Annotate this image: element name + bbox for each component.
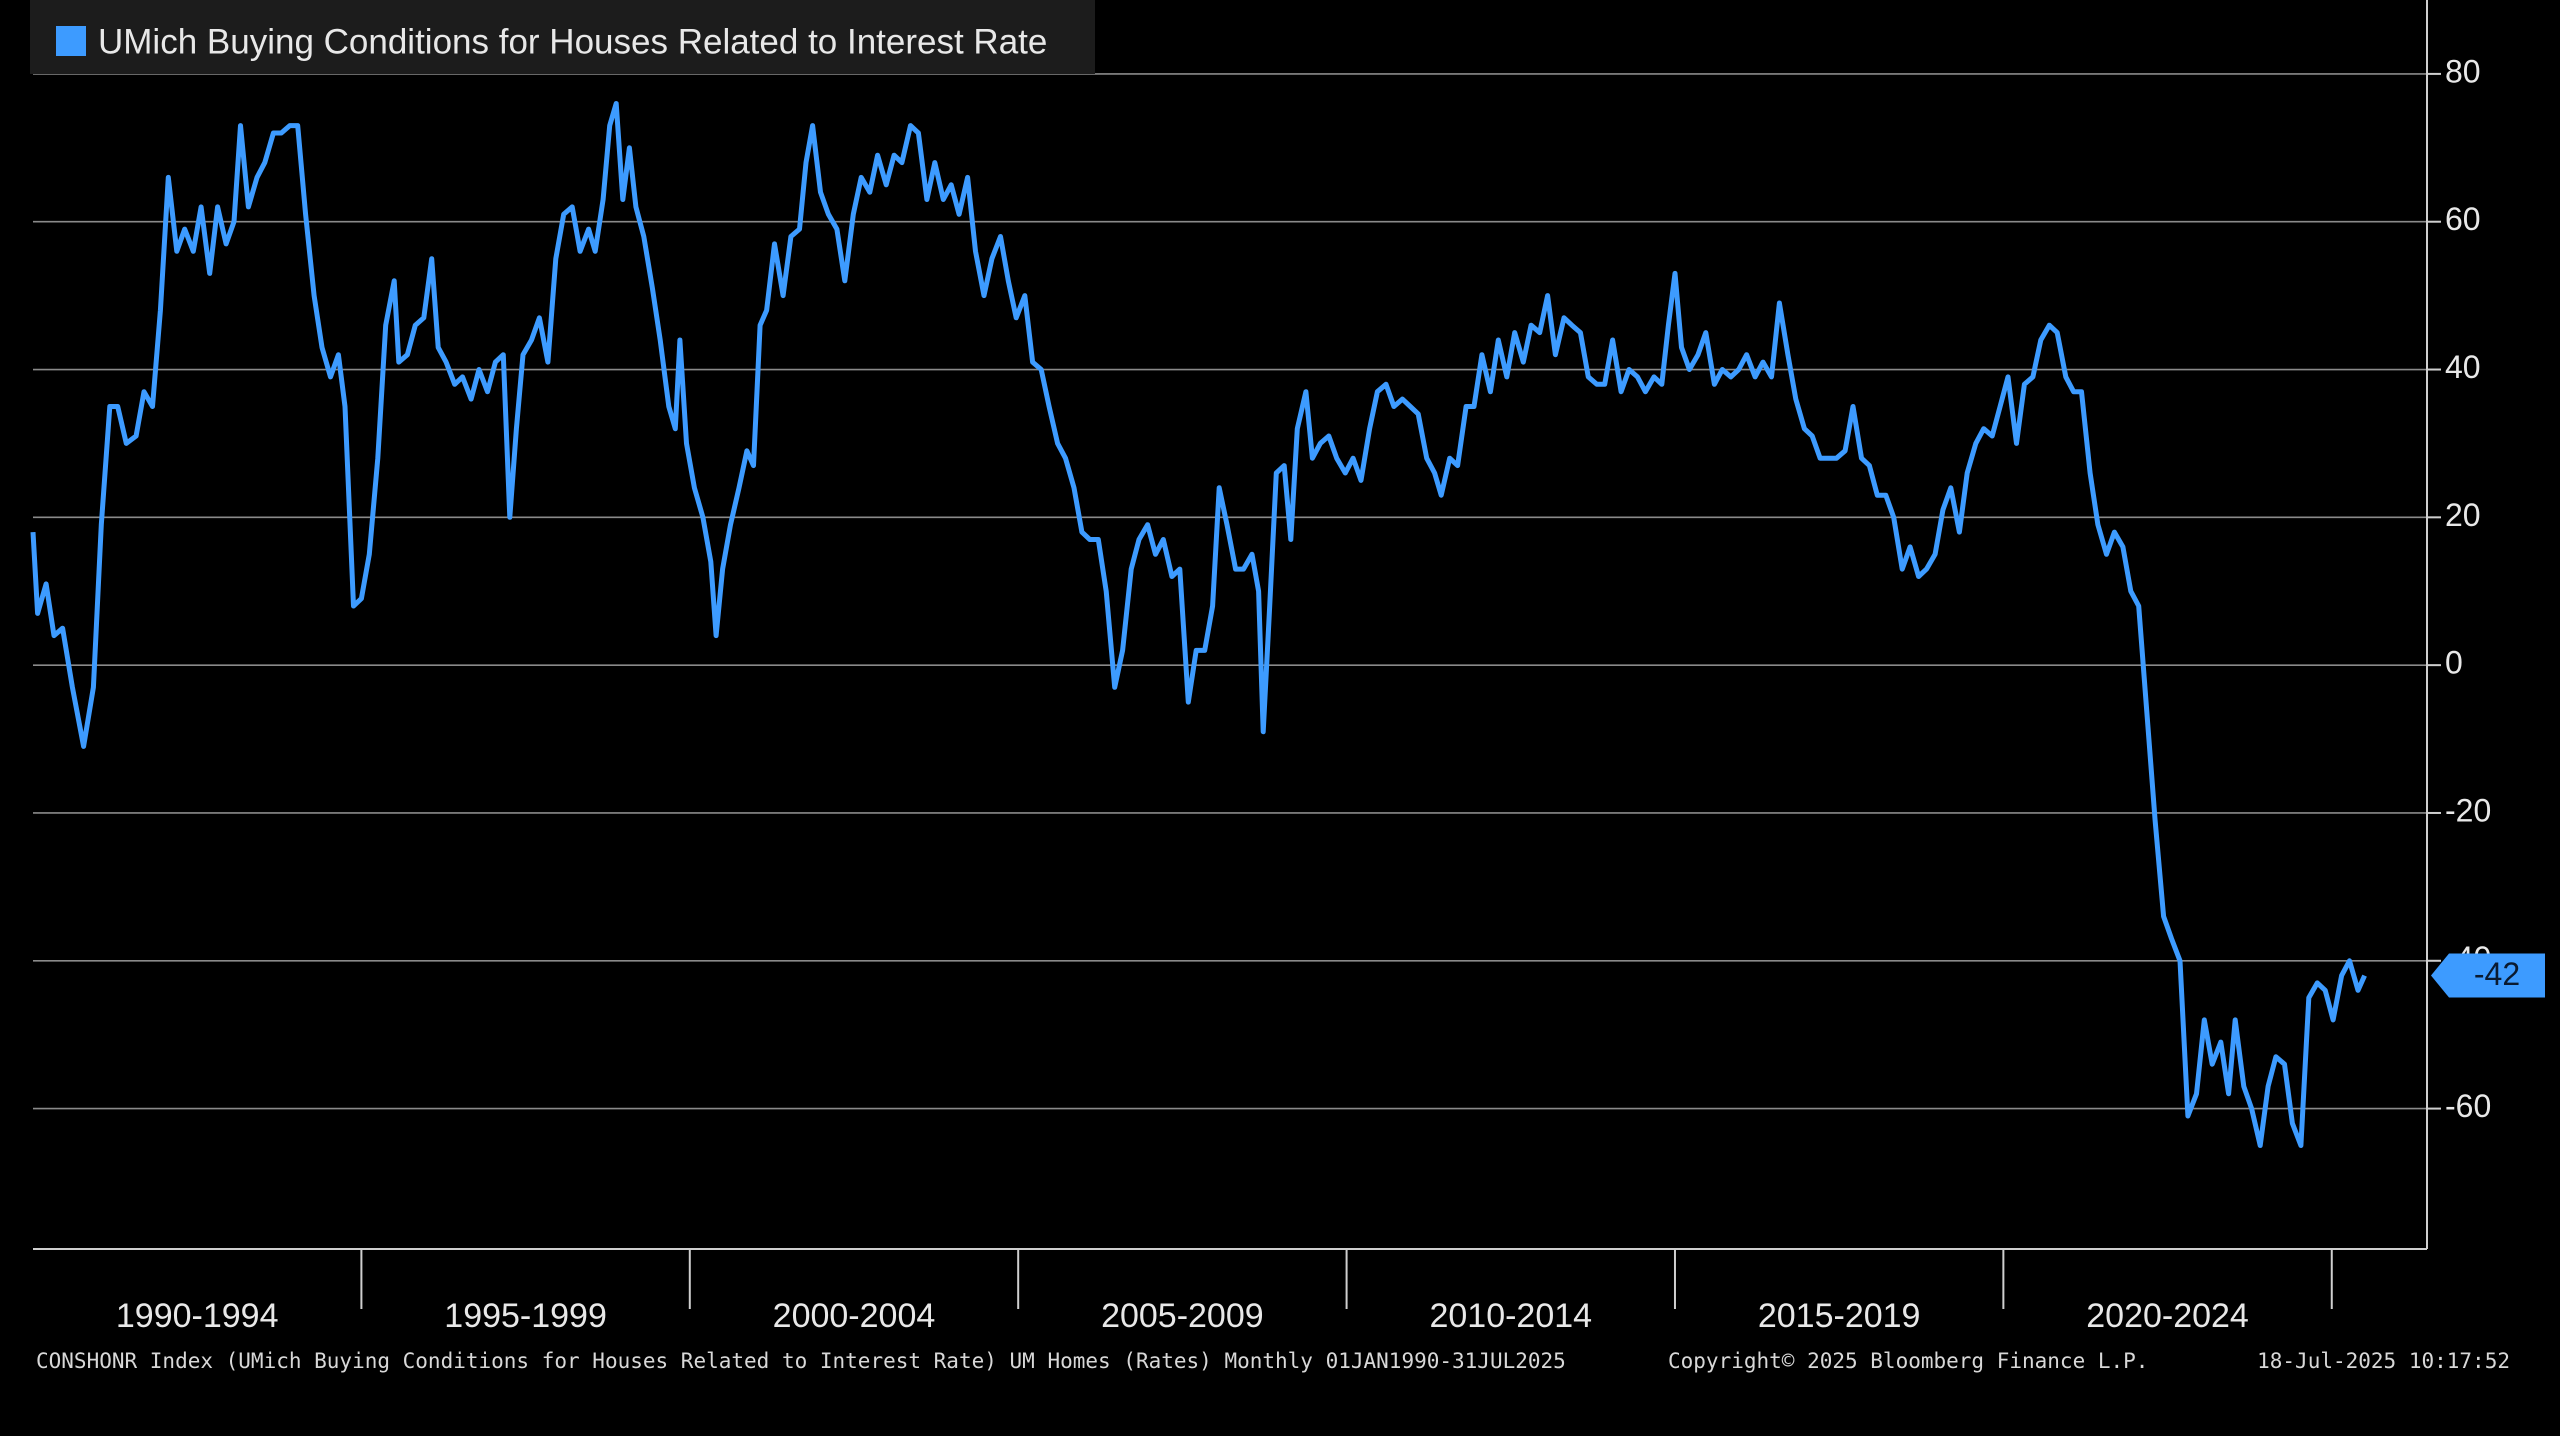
last-value-label: -42 [2474, 956, 2520, 992]
x-tick-label: 2000-2004 [773, 1297, 936, 1335]
footer-source: CONSHONR Index (UMich Buying Conditions … [36, 1349, 1566, 1373]
y-tick-label: 60 [2445, 201, 2481, 237]
series-line [30, 101, 2367, 1148]
grid: 806040200-20-40-601990-19941995-19992000… [33, 0, 2491, 1335]
last-value-tag [2431, 953, 2545, 998]
y-tick-label: 20 [2445, 497, 2481, 533]
y-tick-label: -60 [2445, 1088, 2491, 1124]
x-tick-label: 2010-2014 [1429, 1297, 1592, 1335]
y-tick-label: 0 [2445, 645, 2463, 681]
legend: UMich Buying Conditions for Houses Relat… [56, 22, 1047, 61]
x-tick-label: 2015-2019 [1758, 1297, 1921, 1335]
legend-swatch [56, 26, 86, 56]
y-tick-label: 40 [2445, 349, 2481, 385]
x-tick-label: 2020-2024 [2086, 1297, 2249, 1335]
x-tick-label: 1995-1999 [444, 1297, 607, 1335]
footer-copyright: Copyright© 2025 Bloomberg Finance L.P. [1668, 1349, 2148, 1373]
footer-timestamp: 18-Jul-2025 10:17:52 [2257, 1349, 2510, 1373]
x-tick-label: 1990-1994 [116, 1297, 279, 1335]
y-tick-label: 80 [2445, 53, 2481, 89]
y-tick-label: -20 [2445, 792, 2491, 828]
legend-label: UMich Buying Conditions for Houses Relat… [98, 22, 1047, 61]
legend-box [30, 0, 1095, 74]
x-tick-label: 2005-2009 [1101, 1297, 1264, 1335]
plot-area: -42 [30, 101, 2545, 1148]
